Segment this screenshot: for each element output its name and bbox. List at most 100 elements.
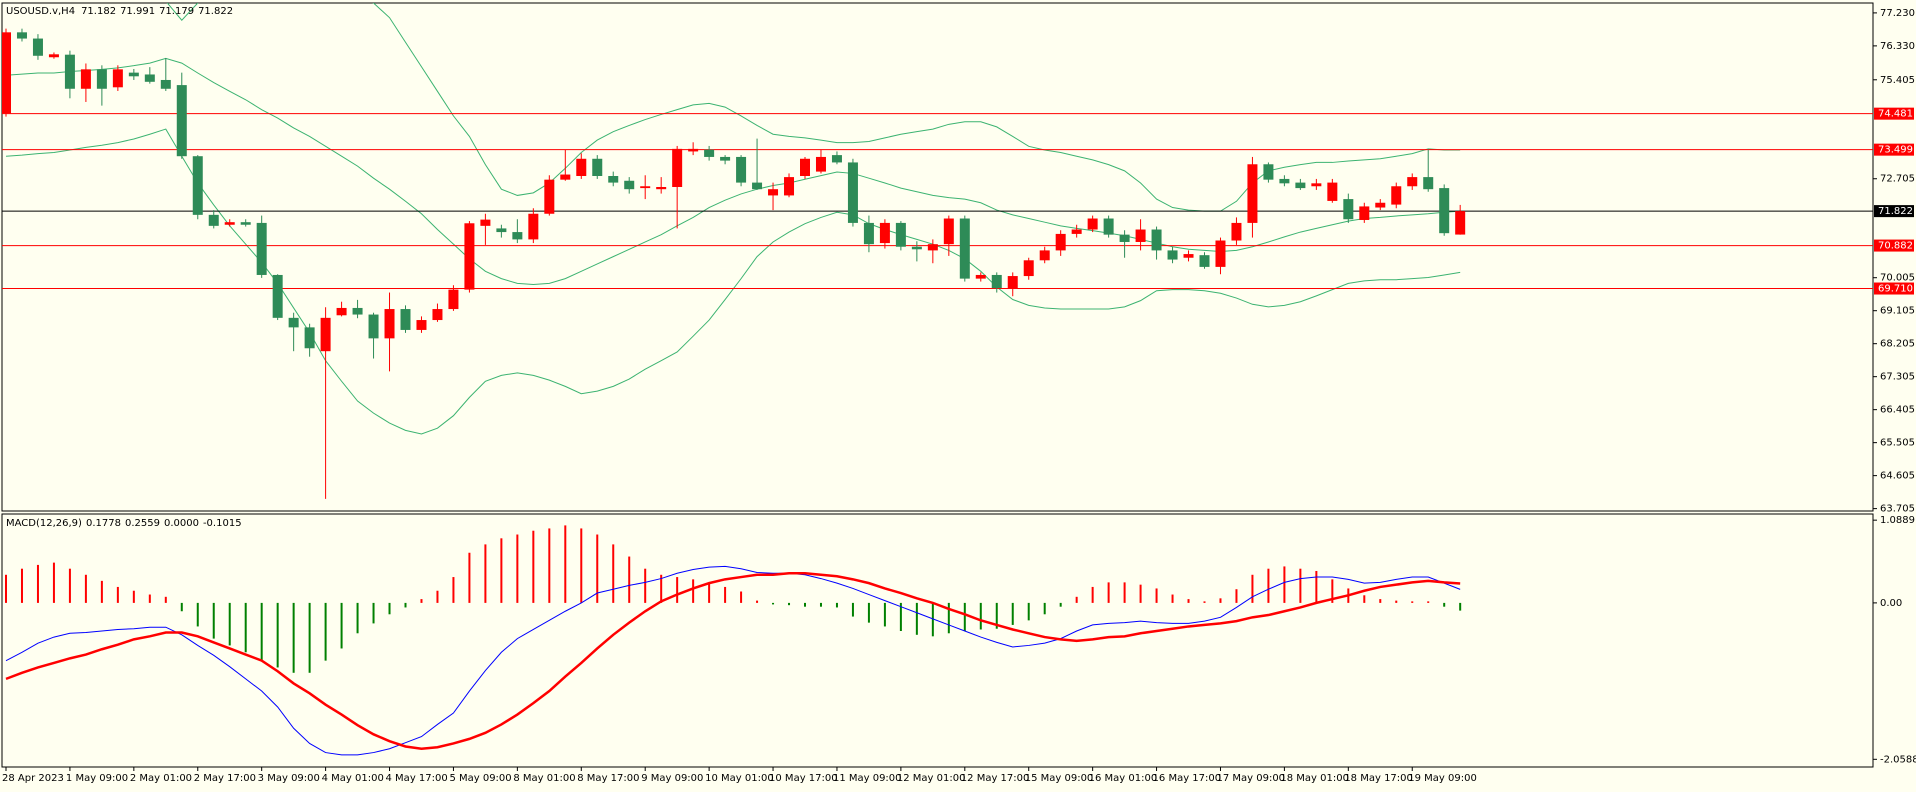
x-tick-label: 16 May 17:00 bbox=[1153, 773, 1222, 784]
histogram-bar bbox=[1395, 600, 1398, 603]
candle-body bbox=[112, 69, 123, 88]
candle-body bbox=[975, 274, 986, 279]
candle-body bbox=[320, 317, 331, 352]
histogram-bar bbox=[883, 602, 886, 627]
candle-body bbox=[480, 219, 491, 226]
level-label-bg bbox=[1874, 282, 1914, 295]
histogram-bar bbox=[68, 568, 71, 603]
histogram-bar bbox=[356, 602, 359, 634]
candle-body bbox=[704, 149, 715, 157]
candle-body bbox=[815, 156, 826, 172]
histogram-bar bbox=[1235, 589, 1238, 603]
readout: 0.1778 bbox=[86, 518, 121, 529]
histogram-bar bbox=[1139, 584, 1142, 603]
candle-body bbox=[1151, 229, 1162, 251]
y-tick-label: 0.00 bbox=[1880, 598, 1902, 609]
candle-body bbox=[64, 54, 75, 89]
y-tick-label: 1.0889 bbox=[1880, 515, 1915, 526]
histogram-bar bbox=[388, 602, 391, 615]
candle-body bbox=[416, 320, 427, 330]
x-tick-label: 1 May 09:00 bbox=[66, 773, 128, 784]
candle-body bbox=[688, 148, 699, 152]
histogram-bar bbox=[1091, 586, 1094, 603]
histogram-bar bbox=[436, 590, 439, 603]
histogram-bar bbox=[660, 574, 663, 603]
level-label-bg bbox=[1874, 205, 1914, 218]
candle-body bbox=[608, 175, 619, 183]
histogram-bar bbox=[1043, 602, 1046, 615]
histogram-bar bbox=[52, 562, 55, 603]
y-tick-label: 72.705 bbox=[1880, 174, 1915, 185]
price-header: USOUSD.v,H4 71.182 71.991 71.179 71.822 bbox=[6, 6, 233, 17]
histogram-bar bbox=[628, 556, 631, 603]
macd-frame bbox=[1, 513, 1874, 768]
candle-body bbox=[1119, 234, 1130, 242]
y-tick-label: 67.305 bbox=[1880, 372, 1915, 383]
readout: 0.2559 bbox=[125, 518, 160, 529]
candle-body bbox=[752, 182, 763, 190]
histogram-bar bbox=[899, 602, 902, 632]
x-tick-label: 10 May 01:00 bbox=[705, 773, 774, 784]
x-tick-label: 4 May 17:00 bbox=[386, 773, 448, 784]
histogram-bar bbox=[148, 594, 151, 603]
level-label: 71.822 bbox=[1878, 206, 1913, 217]
candle-body bbox=[1199, 255, 1210, 267]
candle-body bbox=[1135, 229, 1146, 242]
candle-body bbox=[560, 174, 571, 180]
y-tick-label: 63.705 bbox=[1880, 504, 1915, 515]
histogram-bar bbox=[1299, 568, 1302, 603]
readout: 71.182 bbox=[81, 6, 116, 17]
candle-body bbox=[2, 32, 11, 114]
histogram-bar bbox=[1059, 602, 1062, 607]
readout: 71.822 bbox=[198, 6, 233, 17]
x-tick-label: 12 May 17:00 bbox=[961, 773, 1030, 784]
candle-body bbox=[400, 309, 411, 330]
candle-body bbox=[895, 222, 906, 247]
candle-body bbox=[1455, 211, 1466, 235]
histogram-bar bbox=[1283, 566, 1286, 603]
histogram-bar bbox=[276, 602, 279, 668]
candle-body bbox=[927, 244, 938, 251]
histogram-bar bbox=[1411, 601, 1414, 603]
candle-body bbox=[1183, 254, 1194, 258]
candle-body bbox=[1279, 178, 1290, 184]
histogram-bar bbox=[1459, 602, 1462, 611]
x-tick-label: 3 May 09:00 bbox=[258, 773, 320, 784]
histogram-bar bbox=[1427, 601, 1430, 603]
candle-body bbox=[1295, 182, 1306, 189]
histogram-bar bbox=[20, 568, 23, 603]
histogram-bar bbox=[676, 577, 679, 603]
histogram-bar bbox=[1251, 574, 1254, 603]
x-tick-label: 28 Apr 2023 bbox=[2, 773, 64, 784]
histogram-bar bbox=[1443, 602, 1446, 607]
histogram-bar bbox=[851, 602, 854, 617]
x-tick-label: 15 May 09:00 bbox=[1025, 773, 1094, 784]
candle-body bbox=[784, 177, 795, 196]
histogram-bar bbox=[804, 602, 806, 607]
histogram-bar bbox=[260, 602, 263, 661]
histogram-bar bbox=[756, 600, 759, 603]
histogram-bar bbox=[1203, 601, 1206, 603]
candle-body bbox=[160, 79, 171, 89]
candle-body bbox=[1023, 260, 1034, 277]
histogram-bar bbox=[516, 534, 519, 603]
candle-body bbox=[80, 69, 91, 89]
histogram-bar bbox=[548, 528, 551, 603]
macd-header: MACD(12,26,9) 0.1778 0.2559 0.0000 -0.1015 bbox=[6, 518, 242, 529]
histogram-bar bbox=[1123, 582, 1126, 603]
histogram-bar bbox=[500, 538, 503, 603]
histogram-bar bbox=[1267, 568, 1270, 603]
candle-body bbox=[1247, 164, 1258, 223]
readout: 71.179 bbox=[159, 6, 194, 17]
histogram-bar bbox=[724, 586, 727, 603]
histogram-bar bbox=[740, 591, 743, 603]
histogram-bar bbox=[36, 564, 39, 603]
macd-line bbox=[5, 565, 1461, 756]
histogram-bar bbox=[84, 574, 87, 603]
histogram-bar bbox=[835, 602, 838, 608]
histogram-bar bbox=[1219, 598, 1222, 603]
level-label: 74.481 bbox=[1878, 109, 1913, 120]
price-plot bbox=[2, 3, 1873, 499]
